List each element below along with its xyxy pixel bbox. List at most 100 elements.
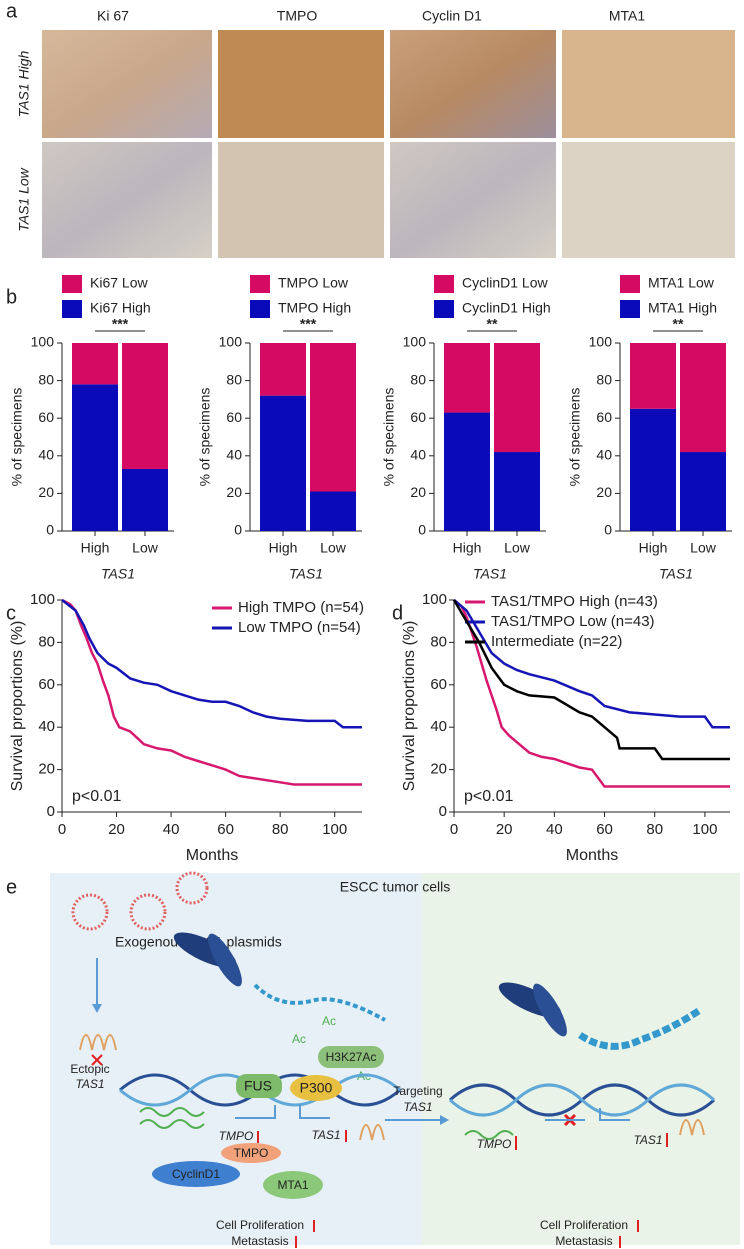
diagram-label: TMPO <box>219 1129 254 1143</box>
y-tick-label: 80 <box>38 633 55 650</box>
y-tick-label: 80 <box>226 371 242 387</box>
y-tick-label: 0 <box>418 522 426 538</box>
row-label: TAS1 Low <box>16 167 32 231</box>
significance: *** <box>300 316 317 332</box>
x-tick-label: High <box>269 540 298 556</box>
x-axis-label: Months <box>566 847 618 864</box>
bar-segment <box>494 452 540 531</box>
ihc-image <box>218 142 384 258</box>
bar-segment <box>72 343 118 385</box>
diagram-label: Ectopic <box>70 1062 109 1076</box>
x-tick-label: 100 <box>692 821 717 838</box>
diagram-label: TAS1 <box>75 1077 104 1091</box>
y-tick-label: 60 <box>38 409 54 425</box>
legend-swatch <box>62 275 82 293</box>
bar-segment <box>680 343 726 453</box>
y-axis-label: % of specimens <box>567 388 583 487</box>
panel-label: c <box>6 602 16 624</box>
x-tick-label: Low <box>132 540 159 556</box>
x-tick-label: 0 <box>58 821 66 838</box>
legend-label: Low TMPO (n=54) <box>238 619 361 636</box>
legend-label: CyclinD1 Low <box>462 275 548 291</box>
bar-segment <box>122 468 168 531</box>
y-axis-label: Survival proportions (%) <box>9 621 26 792</box>
rna <box>464 1130 514 1140</box>
diagram: ESCC tumor cells Exogenous TAS1 plasmids… <box>50 871 740 1248</box>
diagram-bg <box>422 873 740 1245</box>
y-tick-label: 80 <box>596 371 612 387</box>
x-tick-label: Low <box>690 540 717 556</box>
diagram-title: ESCC tumor cells <box>340 879 450 895</box>
x-axis-label: TAS1 <box>473 566 507 582</box>
x-tick-label: High <box>81 540 110 556</box>
bar-segment <box>494 343 540 453</box>
legend-swatch <box>620 275 640 293</box>
column-header: Ki 67 <box>97 8 129 24</box>
bar-segment <box>630 408 676 531</box>
x-axis-label: TAS1 <box>289 566 323 582</box>
cross <box>91 1054 103 1066</box>
y-tick-label: 0 <box>604 522 612 538</box>
tmpo-protein <box>221 1143 281 1163</box>
diagram-label: Targeting <box>393 1084 442 1098</box>
y-axis-label: % of specimens <box>9 388 25 487</box>
rna <box>139 1107 205 1129</box>
diagram-label: H3K27Ac <box>326 1050 377 1064</box>
survival-curve <box>452 599 730 761</box>
chromatin <box>253 983 386 1022</box>
legend-label: TAS1/TMPO Low (n=43) <box>491 613 655 630</box>
fus-blob <box>236 1074 282 1098</box>
rna <box>679 1119 705 1136</box>
diagram-label: TAS1 <box>403 1100 432 1114</box>
legend-label: Ki67 High <box>90 300 151 316</box>
annotation: p<0.01 <box>72 788 121 805</box>
rna <box>79 1034 117 1051</box>
diagram-label: Metastasis <box>555 1234 612 1248</box>
y-tick-label: 0 <box>47 803 55 820</box>
survival-curve <box>61 599 362 729</box>
dna <box>448 1083 716 1117</box>
x-axis-label: Months <box>186 847 238 864</box>
x-tick-label: 60 <box>217 821 234 838</box>
y-tick-label: 40 <box>38 447 54 463</box>
x-tick-label: Low <box>320 540 347 556</box>
survival-curve <box>61 598 362 786</box>
x-tick-label: 20 <box>108 821 125 838</box>
x-tick-label: 100 <box>322 821 347 838</box>
y-tick-label: 20 <box>226 484 242 500</box>
diagram-label: CyclinD1 <box>172 1167 220 1181</box>
x-axis-label: TAS1 <box>101 566 135 582</box>
arrow <box>545 1108 630 1121</box>
y-axis-label: % of specimens <box>381 388 397 487</box>
diagram-label: Cell Proliferation <box>216 1218 304 1232</box>
significance: ** <box>487 316 498 332</box>
y-tick-label: 20 <box>38 484 54 500</box>
ihc-images <box>42 30 735 258</box>
plasmid <box>129 893 167 931</box>
legend-label: High TMPO (n=54) <box>238 599 364 616</box>
panel-label: b <box>6 286 17 308</box>
x-tick-label: 0 <box>450 821 458 838</box>
diagram-label: P300 <box>300 1080 333 1096</box>
diagram-label: Metastasis <box>231 1234 288 1248</box>
bar-segment <box>260 343 306 396</box>
ihc-image <box>562 142 735 258</box>
diagram-label: TAS1 <box>311 1128 340 1142</box>
y-tick-label: 40 <box>410 447 426 463</box>
y-tick-label: 40 <box>596 447 612 463</box>
diagram-label: MTA1 <box>277 1178 308 1192</box>
y-tick-label: 100 <box>30 591 55 608</box>
diagram-label: TMPO <box>477 1137 512 1151</box>
row-label: TAS1 High <box>16 50 32 117</box>
panel-label: d <box>392 602 403 624</box>
significance: ** <box>673 316 684 332</box>
legend-swatch <box>434 300 454 318</box>
legend-label: MTA1 Low <box>648 275 715 291</box>
arrow <box>235 1105 276 1119</box>
y-tick-label: 0 <box>46 522 54 538</box>
legend-swatch <box>250 300 270 318</box>
diagram-label: TAS1 <box>633 1133 662 1147</box>
x-tick-label: 20 <box>496 821 513 838</box>
